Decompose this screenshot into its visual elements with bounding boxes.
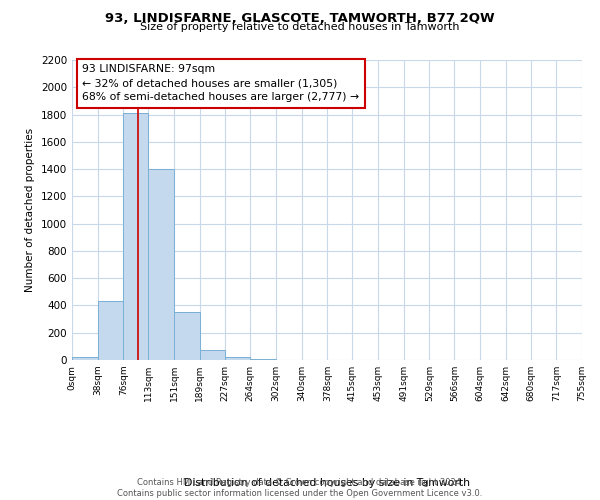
Bar	[124, 113, 148, 360]
X-axis label: Distribution of detached houses by size in Tamworth: Distribution of detached houses by size …	[184, 478, 470, 488]
Text: Size of property relative to detached houses in Tamworth: Size of property relative to detached ho…	[140, 22, 460, 32]
Text: 93 LINDISFARNE: 97sqm
← 32% of detached houses are smaller (1,305)
68% of semi-d: 93 LINDISFARNE: 97sqm ← 32% of detached …	[82, 64, 359, 102]
Text: 93, LINDISFARNE, GLASCOTE, TAMWORTH, B77 2QW: 93, LINDISFARNE, GLASCOTE, TAMWORTH, B77…	[105, 12, 495, 26]
Bar	[72, 358, 98, 360]
Bar	[226, 356, 250, 360]
Bar	[98, 302, 124, 360]
Bar	[148, 169, 174, 360]
Bar	[200, 350, 226, 360]
Text: Contains HM Land Registry data © Crown copyright and database right 2024.
Contai: Contains HM Land Registry data © Crown c…	[118, 478, 482, 498]
Y-axis label: Number of detached properties: Number of detached properties	[25, 128, 35, 292]
Bar	[174, 312, 200, 360]
